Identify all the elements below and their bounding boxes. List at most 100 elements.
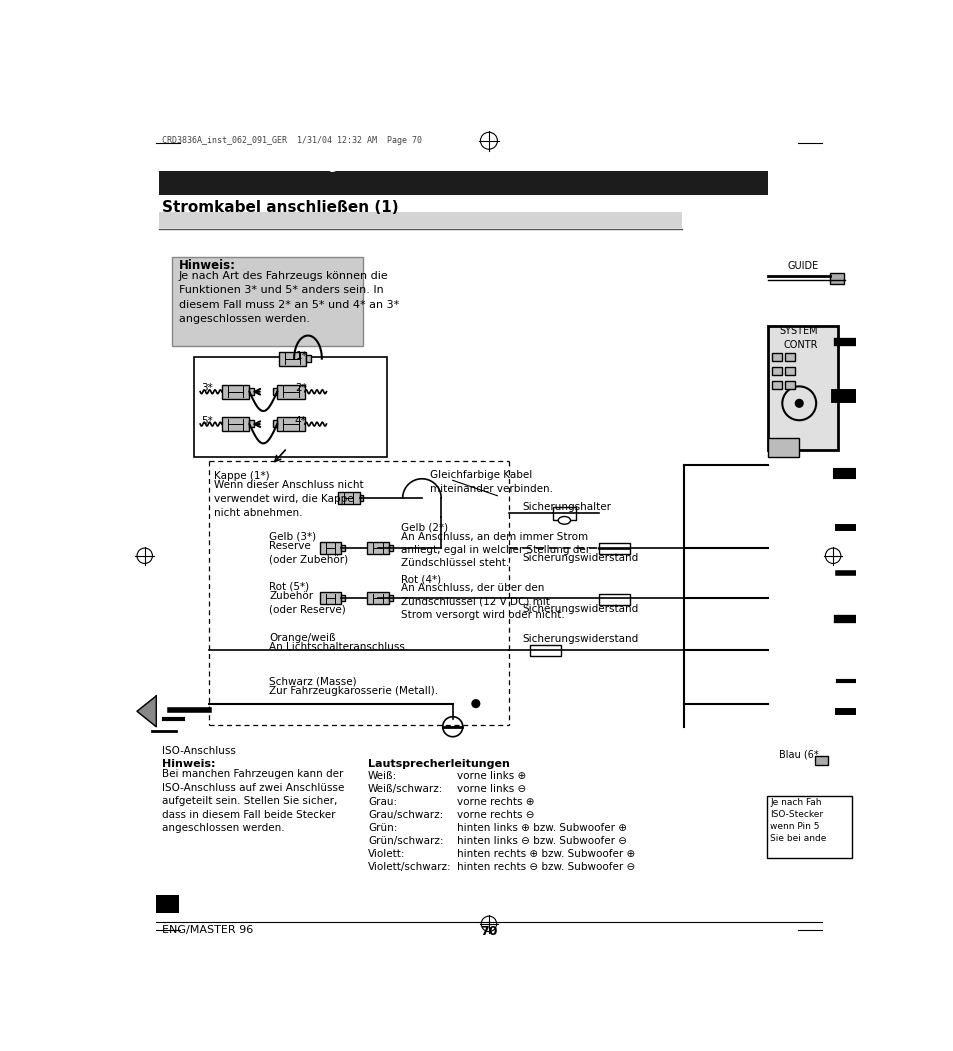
Bar bbox=[337, 492, 359, 504]
Bar bbox=[306, 355, 311, 362]
Text: Grün/schwarz:: Grün/schwarz: bbox=[368, 836, 443, 846]
Text: 70: 70 bbox=[479, 925, 497, 939]
Text: Anschluss des Systems: Anschluss des Systems bbox=[170, 154, 400, 172]
Text: Grau:: Grau: bbox=[368, 797, 396, 807]
Text: 4*: 4* bbox=[294, 415, 306, 426]
Bar bbox=[249, 420, 253, 427]
Bar bbox=[319, 542, 341, 554]
Text: Violett/schwarz:: Violett/schwarz: bbox=[368, 862, 451, 872]
Bar bbox=[389, 595, 393, 601]
Bar bbox=[767, 438, 799, 457]
Text: An Anschluss, an dem immer Strom
anliegt, egal in welcher Stellung der
Zündschlü: An Anschluss, an dem immer Strom anliegt… bbox=[400, 532, 590, 569]
Bar bbox=[784, 353, 794, 360]
Text: Weiß:: Weiß: bbox=[368, 770, 396, 781]
Text: Rot (4*): Rot (4*) bbox=[400, 574, 441, 584]
Text: Grün:: Grün: bbox=[368, 823, 397, 833]
Text: Je nach Art des Fahrzeugs können die
Funktionen 3* und 5* anders sein. In
diesem: Je nach Art des Fahrzeugs können die Fun… bbox=[178, 271, 398, 324]
Bar bbox=[319, 592, 341, 604]
Bar bbox=[221, 385, 249, 398]
Text: Gleichfarbige Kabel
miteinander verbinden.: Gleichfarbige Kabel miteinander verbinde… bbox=[429, 470, 552, 494]
Bar bbox=[193, 357, 386, 457]
Text: 5*: 5* bbox=[201, 415, 213, 426]
Bar bbox=[552, 507, 576, 520]
Text: hinten links ⊖ bzw. Subwoofer ⊖: hinten links ⊖ bzw. Subwoofer ⊖ bbox=[456, 836, 626, 846]
Text: Hinweis:: Hinweis: bbox=[161, 759, 215, 769]
Text: ENG/MASTER 96: ENG/MASTER 96 bbox=[161, 925, 253, 935]
Text: vorne links ⊕: vorne links ⊕ bbox=[456, 770, 525, 781]
Text: Gelb (3*): Gelb (3*) bbox=[269, 532, 316, 542]
Bar bbox=[772, 353, 781, 360]
Bar bbox=[784, 367, 794, 375]
Bar bbox=[341, 595, 345, 601]
Text: Schwarz (Masse): Schwarz (Masse) bbox=[269, 677, 356, 686]
Text: Kappe (1*): Kappe (1*) bbox=[213, 471, 270, 481]
Text: Sicherungswiderstand: Sicherungswiderstand bbox=[521, 554, 638, 563]
Text: vorne links ⊖: vorne links ⊖ bbox=[456, 784, 525, 794]
Bar bbox=[367, 542, 389, 554]
Text: Zubehör
(oder Reserve): Zubehör (oder Reserve) bbox=[269, 592, 346, 615]
Text: SYSTEM
CONTR: SYSTEM CONTR bbox=[779, 326, 818, 350]
Text: 9: 9 bbox=[162, 882, 172, 897]
Text: hinten rechts ⊕ bzw. Subwoofer ⊕: hinten rechts ⊕ bzw. Subwoofer ⊕ bbox=[456, 849, 634, 859]
Polygon shape bbox=[137, 696, 156, 726]
Text: vorne rechts ⊕: vorne rechts ⊕ bbox=[456, 797, 534, 807]
Bar bbox=[277, 385, 305, 398]
Text: 2*: 2* bbox=[294, 384, 306, 393]
Text: Orange/weiß: Orange/weiß bbox=[269, 633, 335, 643]
Bar bbox=[158, 212, 681, 228]
Text: Stromkabel anschließen (1): Stromkabel anschließen (1) bbox=[161, 200, 398, 214]
Text: 1*: 1* bbox=[295, 351, 307, 360]
Text: Hinweis:: Hinweis: bbox=[178, 260, 235, 272]
Text: Rot (5*): Rot (5*) bbox=[269, 582, 310, 592]
Text: Weiß/schwarz:: Weiß/schwarz: bbox=[368, 784, 443, 794]
Circle shape bbox=[795, 399, 802, 407]
Text: An Lichtschalteranschluss.: An Lichtschalteranschluss. bbox=[269, 642, 408, 652]
Bar bbox=[766, 796, 851, 858]
Bar bbox=[772, 367, 781, 375]
Bar bbox=[273, 388, 277, 395]
Bar bbox=[367, 592, 389, 604]
Text: An Anschluss, der über den
Zündschlüssel (12 V DC) mit
Strom versorgt wird oder : An Anschluss, der über den Zündschlüssel… bbox=[400, 583, 564, 620]
Text: vorne rechts ⊖: vorne rechts ⊖ bbox=[456, 810, 534, 820]
Circle shape bbox=[472, 700, 479, 707]
Text: 3*: 3* bbox=[201, 384, 213, 393]
Text: CRD3836A_inst_062_091_GER  1/31/04 12:32 AM  Page 70: CRD3836A_inst_062_091_GER 1/31/04 12:32 … bbox=[161, 137, 421, 145]
Text: Sicherungswiderstand: Sicherungswiderstand bbox=[521, 603, 638, 614]
Bar bbox=[772, 382, 781, 389]
Bar bbox=[767, 326, 837, 450]
Text: ISO-Anschluss: ISO-Anschluss bbox=[161, 746, 235, 756]
Text: hinten links ⊕ bzw. Subwoofer ⊕: hinten links ⊕ bzw. Subwoofer ⊕ bbox=[456, 823, 626, 833]
Bar bbox=[277, 417, 305, 431]
Bar bbox=[249, 388, 253, 395]
Bar bbox=[814, 756, 827, 765]
Bar bbox=[341, 545, 345, 551]
Bar bbox=[221, 417, 249, 431]
Bar bbox=[389, 545, 393, 551]
Bar bbox=[784, 382, 794, 389]
Text: Sicherungshalter: Sicherungshalter bbox=[521, 502, 610, 512]
Text: GUIDE: GUIDE bbox=[786, 261, 818, 271]
Text: Gelb (2*): Gelb (2*) bbox=[400, 522, 448, 533]
Text: Wenn dieser Anschluss nicht
verwendet wird, die Kappe
nicht abnehmen.: Wenn dieser Anschluss nicht verwendet wi… bbox=[213, 480, 363, 517]
Text: Blau (6*: Blau (6* bbox=[778, 749, 818, 760]
Bar bbox=[598, 543, 629, 554]
Text: hinten rechts ⊖ bzw. Subwoofer ⊖: hinten rechts ⊖ bzw. Subwoofer ⊖ bbox=[456, 862, 634, 872]
Bar bbox=[359, 495, 363, 501]
Text: Bei manchen Fahrzeugen kann der
ISO-Anschluss auf zwei Anschlüsse
aufgeteilt sei: Bei manchen Fahrzeugen kann der ISO-Ansc… bbox=[161, 769, 344, 833]
Text: Lautsprecherleitungen: Lautsprecherleitungen bbox=[368, 759, 509, 769]
Bar bbox=[172, 257, 363, 346]
Ellipse shape bbox=[558, 516, 570, 524]
Bar bbox=[155, 894, 178, 913]
Text: Zur Fahrzeugkarosserie (Metall).: Zur Fahrzeugkarosserie (Metall). bbox=[269, 686, 438, 696]
Bar bbox=[529, 645, 560, 656]
Bar bbox=[598, 594, 629, 605]
Bar bbox=[158, 170, 767, 195]
Text: Sicherungswiderstand: Sicherungswiderstand bbox=[521, 635, 638, 644]
Text: Violett:: Violett: bbox=[368, 849, 405, 859]
Text: Reserve
(oder Zubehör): Reserve (oder Zubehör) bbox=[269, 541, 348, 564]
Bar bbox=[278, 352, 306, 366]
Bar bbox=[273, 420, 277, 427]
Bar bbox=[829, 273, 843, 284]
Text: Grau/schwarz:: Grau/schwarz: bbox=[368, 810, 443, 820]
Text: Je nach Fah
ISO-Stecker
wenn Pin 5
Sie bei ande: Je nach Fah ISO-Stecker wenn Pin 5 Sie b… bbox=[769, 799, 825, 843]
